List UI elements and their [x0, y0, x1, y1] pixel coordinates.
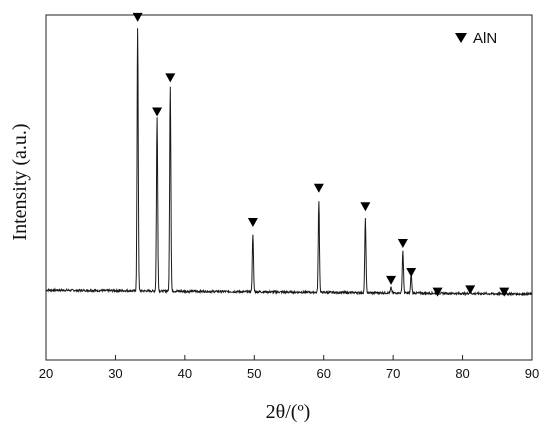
peak-marker: [152, 107, 163, 117]
y-axis-title: Intensity (a.u.): [9, 123, 31, 240]
x-axis-title: 2θ/(º): [266, 401, 311, 423]
peak-marker: [360, 202, 371, 212]
peak-marker: [386, 275, 397, 285]
peak-marker-group: [132, 12, 510, 297]
peak-marker: [247, 217, 258, 227]
x-tick-label: 70: [386, 366, 400, 381]
x-tick-label: 40: [178, 366, 192, 381]
x-tick-label: 80: [455, 366, 469, 381]
peak-marker: [499, 287, 510, 297]
peak-marker: [132, 12, 143, 22]
x-tick-label: 60: [316, 366, 330, 381]
series-line: [45, 28, 533, 297]
x-tick-label: 50: [247, 366, 261, 381]
peak-marker: [313, 183, 324, 193]
x-tick-label: 30: [108, 366, 122, 381]
peak-marker: [432, 287, 443, 297]
peak-marker: [465, 285, 476, 295]
legend-label: AlN: [473, 30, 497, 47]
legend-marker-icon: [455, 33, 467, 43]
x-tick-group: [45, 355, 533, 360]
x-tick-label-group: 20 30 40 50 60 70 80 90: [39, 366, 539, 381]
plot-frame: [45, 14, 533, 361]
peak-marker: [406, 267, 417, 277]
x-tick-label: 20: [39, 366, 53, 381]
peak-marker: [165, 73, 176, 83]
x-tick-label: 90: [525, 366, 539, 381]
peak-marker: [397, 239, 408, 249]
